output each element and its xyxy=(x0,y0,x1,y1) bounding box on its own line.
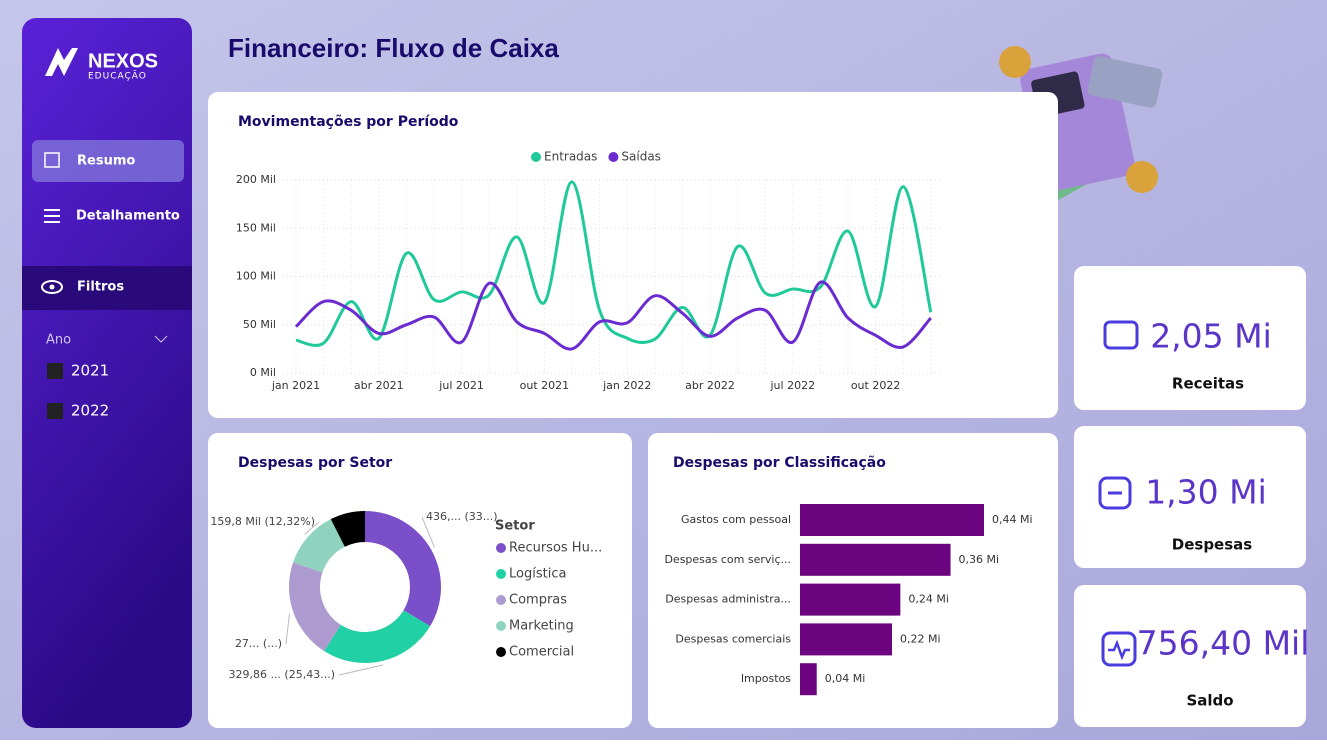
legend-marker xyxy=(496,621,506,631)
checkbox[interactable] xyxy=(47,363,63,379)
legend-marker xyxy=(531,152,541,162)
donut-slice xyxy=(324,610,431,663)
data-label: 0,36 Mi xyxy=(959,553,1000,566)
donut-slice xyxy=(365,511,441,627)
y-tick-label: Impostos xyxy=(741,672,791,685)
kpi-label: Despesas xyxy=(1172,536,1253,554)
data-label: 436,... (33...) xyxy=(426,510,498,523)
y-tick-label: 50 Mil xyxy=(243,318,276,331)
page-title: Financeiro: Fluxo de Caixa xyxy=(228,33,559,63)
kpi-icon xyxy=(1103,320,1139,350)
x-tick-label: jul 2021 xyxy=(438,379,484,392)
nav-active[interactable] xyxy=(32,140,184,182)
nav-icon xyxy=(44,152,60,168)
card xyxy=(208,92,1058,418)
donut-slice xyxy=(293,519,345,573)
x-tick-label: abr 2022 xyxy=(685,379,735,392)
x-tick-label: jul 2022 xyxy=(770,379,816,392)
logo-icon xyxy=(45,48,78,76)
legend-label: Marketing xyxy=(509,619,574,634)
nav-icon xyxy=(44,209,60,223)
legend-marker xyxy=(496,595,506,605)
eye-icon xyxy=(49,284,55,290)
checkbox[interactable] xyxy=(47,403,63,419)
kpi-icon xyxy=(1101,631,1137,667)
bar xyxy=(800,504,984,536)
x-tick-label: jan 2022 xyxy=(602,379,651,392)
y-tick-label: 100 Mil xyxy=(236,270,276,283)
donut-slice xyxy=(330,511,365,547)
chart-title: Movimentações por Período xyxy=(238,114,459,130)
filter-option[interactable]: 2021 xyxy=(71,362,109,380)
data-label: 0,44 Mi xyxy=(992,513,1033,526)
y-tick-label: Gastos com pessoal xyxy=(681,513,791,526)
legend-label: Recursos Hu... xyxy=(509,541,602,556)
data-label: 0,22 Mi xyxy=(900,632,941,645)
legend-label: Comercial xyxy=(509,645,574,660)
sidebar xyxy=(22,18,192,728)
dropdown[interactable] xyxy=(154,335,168,343)
y-tick-label: Despesas comerciais xyxy=(675,632,791,645)
chart-title: Despesas por Setor xyxy=(238,455,392,471)
legend-label: Entradas xyxy=(544,150,597,164)
bar xyxy=(800,543,951,576)
x-tick-label: out 2022 xyxy=(851,379,901,392)
logo-sub: EDUCAÇÃO xyxy=(88,71,147,82)
legend-marker xyxy=(496,647,506,657)
legend-label: Logística xyxy=(509,567,566,582)
nav-item[interactable]: Resumo xyxy=(77,154,135,169)
y-tick-label: Despesas administra... xyxy=(665,593,791,606)
leader-line xyxy=(338,664,384,676)
data-label: 159,8 Mil (12,32%) xyxy=(210,515,315,528)
kpi-label: Receitas xyxy=(1172,375,1244,393)
legend-marker xyxy=(608,152,619,162)
filter-label: Ano xyxy=(46,333,71,348)
kpi-value: 2,05 Mi xyxy=(1150,317,1272,356)
line xyxy=(295,180,933,347)
bar xyxy=(800,623,892,656)
kpi-icon xyxy=(1098,476,1132,510)
eye-icon xyxy=(41,280,63,294)
kpi-value: 1,30 Mi xyxy=(1145,473,1267,512)
legend-marker xyxy=(496,569,506,579)
kpi-value: 756,40 Mil xyxy=(1137,624,1310,663)
logo: NEXOS xyxy=(88,50,158,72)
legend-marker xyxy=(496,543,506,553)
x-tick-label: out 2021 xyxy=(520,379,570,392)
x-tick-label: abr 2021 xyxy=(354,379,404,392)
line xyxy=(294,280,932,351)
y-tick-label: 0 Mil xyxy=(250,366,276,379)
data-label: 0,04 Mi xyxy=(825,672,866,685)
leader-line xyxy=(421,516,436,548)
leader-line xyxy=(285,613,290,645)
chart-title: Despesas por Classificação xyxy=(673,455,886,471)
legend-label: Saídas xyxy=(621,150,661,164)
bar xyxy=(800,583,901,616)
legend-title: Setor xyxy=(495,519,535,534)
kpi-card xyxy=(1074,266,1306,410)
kpi-card xyxy=(1074,426,1306,568)
nav-item[interactable]: Detalhamento xyxy=(76,209,180,224)
kpi-card xyxy=(1074,585,1306,727)
y-tick-label: 200 Mil xyxy=(236,173,276,186)
kpi-label: Saldo xyxy=(1186,692,1233,710)
data-label: 27... (...) xyxy=(235,637,282,650)
leader-line xyxy=(304,521,320,535)
x-tick-label: jan 2021 xyxy=(271,379,320,392)
legend-label: Compras xyxy=(509,593,567,608)
data-label: 0,24 Mi xyxy=(908,593,949,606)
bar xyxy=(800,663,817,696)
filters-title: Filtros xyxy=(77,280,124,295)
kpi-icon xyxy=(1108,639,1130,661)
donut-slice xyxy=(289,562,341,652)
y-tick-label: 150 Mil xyxy=(236,221,276,234)
data-label: 329,86 ... (25,43...) xyxy=(228,668,335,681)
filter-option[interactable]: 2022 xyxy=(71,402,109,420)
y-tick-label: Despesas com serviç... xyxy=(664,553,791,566)
